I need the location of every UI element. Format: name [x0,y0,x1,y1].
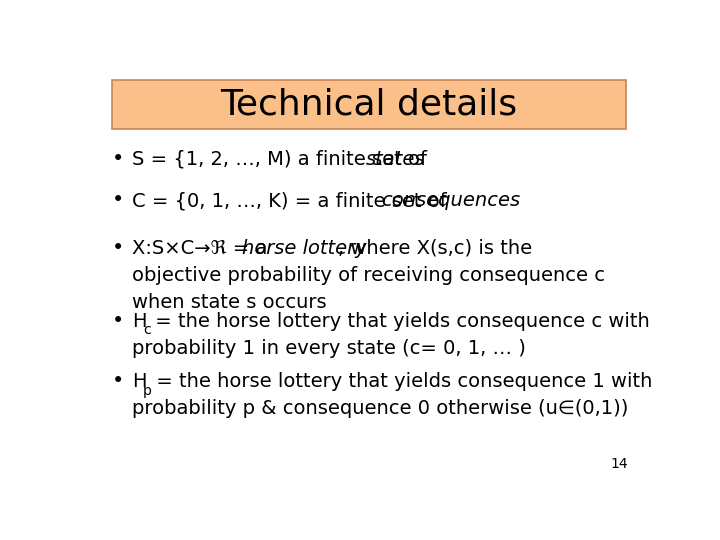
Text: H: H [132,372,146,391]
Text: horse lottery: horse lottery [242,239,366,258]
Text: H: H [132,312,146,331]
Text: Technical details: Technical details [220,87,518,122]
Text: •: • [112,238,125,258]
Text: states: states [365,150,425,168]
Text: = the horse lottery that yields consequence c with: = the horse lottery that yields conseque… [149,312,649,331]
Text: = the horse lottery that yields consequence 1 with: = the horse lottery that yields conseque… [150,372,652,391]
Text: •: • [112,371,125,391]
Text: probability p & consequence 0 otherwise (u∈(0,1)): probability p & consequence 0 otherwise … [132,399,629,418]
Text: •: • [112,310,125,331]
Text: 14: 14 [611,457,629,471]
Text: probability 1 in every state (c= 0, 1, … ): probability 1 in every state (c= 0, 1, …… [132,339,526,358]
Text: •: • [112,148,125,168]
Text: X:S×C→ℜ = a: X:S×C→ℜ = a [132,239,274,258]
FancyBboxPatch shape [112,80,626,129]
Text: •: • [112,190,125,210]
Text: c: c [143,323,150,338]
Text: , where X(s,c) is the: , where X(s,c) is the [338,239,532,258]
Text: objective probability of receiving consequence c: objective probability of receiving conse… [132,266,605,285]
Text: consequences: consequences [381,191,520,210]
Text: S = {1, 2, …, M) a finite set of: S = {1, 2, …, M) a finite set of [132,150,433,168]
Text: C = {0, 1, …, K) = a finite set of: C = {0, 1, …, K) = a finite set of [132,191,453,210]
Text: when state s occurs: when state s occurs [132,293,326,312]
Text: p: p [143,383,152,397]
